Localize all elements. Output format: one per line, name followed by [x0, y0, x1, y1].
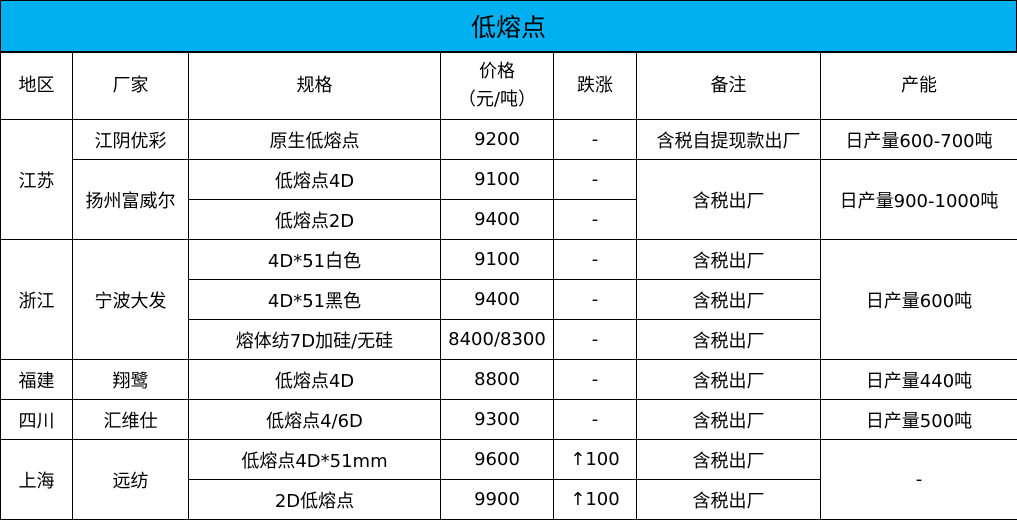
price-cell: 9400 — [440, 199, 554, 240]
header-region: 地区 — [0, 52, 73, 120]
table-row: 扬州富威尔 低熔点4D 9100 - 含税出厂 日产量900-1000吨 — [1, 159, 1017, 240]
spec-cell: 2D低熔点 — [188, 479, 441, 520]
price-cell: 9400 — [440, 279, 554, 320]
change-cell: ↑100 — [553, 439, 637, 480]
table-row: 江苏 江阴优彩 原生低熔点 9200 - 含税自提现款出厂 日产量600-700… — [0, 119, 1017, 240]
note-cell: 含税自提现款出厂 — [636, 119, 821, 160]
table-row: 上海 远纺 低熔点4D*51mm 9600 ↑100 含税出厂 - — [0, 439, 1017, 520]
region-cell: 江苏 — [0, 119, 73, 240]
change-cell: - — [553, 199, 637, 240]
spec-cell: 4D*51黑色 — [188, 279, 441, 320]
region-cell: 福建 — [0, 359, 73, 400]
price-cell: 9100 — [440, 159, 554, 200]
capacity-cell: 日产量600吨 — [820, 239, 1017, 360]
spec-cell: 原生低熔点 — [188, 119, 441, 160]
maker-cell: 汇维仕 — [72, 399, 189, 440]
maker-cell: 扬州富威尔 — [72, 159, 189, 240]
change-cell: - — [553, 159, 637, 200]
spec-cell: 低熔点4D — [188, 159, 441, 200]
spec-cell: 低熔点2D — [188, 199, 441, 240]
header-maker: 厂家 — [72, 52, 189, 120]
header-spec: 规格 — [188, 52, 441, 120]
price-cell: 9900 — [440, 479, 554, 520]
spec-cell: 4D*51白色 — [188, 239, 441, 280]
change-cell: - — [553, 119, 637, 160]
change-cell: ↑100 — [553, 479, 637, 520]
region-cell: 四川 — [0, 399, 73, 440]
note-cell: 含税出厂 — [636, 319, 821, 360]
header-row: 地区 厂家 规格 价格 （元/吨） 跌涨 备注 产能 — [0, 52, 1017, 120]
capacity-cell: 日产量900-1000吨 — [820, 159, 1017, 240]
capacity-cell: 日产量440吨 — [820, 359, 1017, 400]
table-row: 4D*51黑色 9400 - 含税出厂 — [1, 279, 1017, 320]
maker-cell: 翔鹭 — [72, 359, 189, 400]
region-cell: 浙江 — [0, 239, 73, 360]
change-cell: - — [553, 359, 637, 400]
table-title: 低熔点 — [0, 0, 1017, 52]
region-cell: 上海 — [0, 439, 73, 520]
note-cell: 含税出厂 — [636, 279, 821, 320]
spec-cell: 低熔点4D*51mm — [188, 439, 441, 480]
header-price-line1: 价格 — [479, 61, 515, 82]
price-cell: 8800 — [440, 359, 554, 400]
change-cell: - — [553, 399, 637, 440]
maker-cell: 远纺 — [72, 439, 189, 520]
note-cell: 含税出厂 — [636, 439, 821, 480]
spec-cell: 低熔点4/6D — [188, 399, 441, 440]
maker-cell: 江阴优彩 — [72, 119, 189, 160]
header-change: 跌涨 — [553, 52, 637, 120]
capacity-cell: 日产量500吨 — [820, 399, 1017, 440]
price-cell: 9300 — [440, 399, 554, 440]
table-row: 福建 翔鹭 低熔点4D 8800 - 含税出厂 日产量440吨 — [0, 359, 1017, 400]
price-cell: 9200 — [440, 119, 554, 160]
change-cell: - — [553, 239, 637, 280]
note-cell: 含税出厂 — [636, 359, 821, 400]
capacity-cell: 日产量600-700吨 — [820, 119, 1017, 160]
note-cell: 含税出厂 — [636, 159, 821, 240]
change-cell: - — [553, 279, 637, 320]
header-price-line2: （元/吨） — [457, 89, 537, 110]
price-table: 地区 厂家 规格 价格 （元/吨） 跌涨 备注 产能 江苏 江阴优彩 原生低熔点 … — [0, 52, 1017, 520]
price-cell: 9100 — [440, 239, 554, 280]
change-cell: - — [553, 319, 637, 360]
note-cell: 含税出厂 — [636, 399, 821, 440]
note-cell: 含税出厂 — [636, 479, 821, 520]
capacity-cell: - — [820, 439, 1017, 520]
table-row: 熔体纺7D加硅/无硅 8400/8300 - 含税出厂 — [1, 319, 1017, 360]
price-cell: 9600 — [440, 439, 554, 480]
spec-cell: 低熔点4D — [188, 359, 441, 400]
maker-cell: 宁波大发 — [72, 239, 189, 360]
spec-cell: 熔体纺7D加硅/无硅 — [188, 319, 441, 360]
header-capacity: 产能 — [820, 52, 1017, 120]
table-row: 低熔点2D 9400 - — [1, 199, 1017, 240]
header-price: 价格 （元/吨） — [440, 52, 554, 120]
table-row: 四川 汇维仕 低熔点4/6D 9300 - 含税出厂 日产量500吨 — [0, 399, 1017, 440]
header-note: 备注 — [636, 52, 821, 120]
table-row: 2D低熔点 9900 ↑100 含税出厂 — [1, 479, 1017, 520]
note-cell: 含税出厂 — [636, 239, 821, 280]
table-row: 浙江 宁波大发 4D*51白色 9100 - 含税出厂 日产量600吨 — [0, 239, 1017, 360]
price-cell: 8400/8300 — [440, 319, 554, 360]
